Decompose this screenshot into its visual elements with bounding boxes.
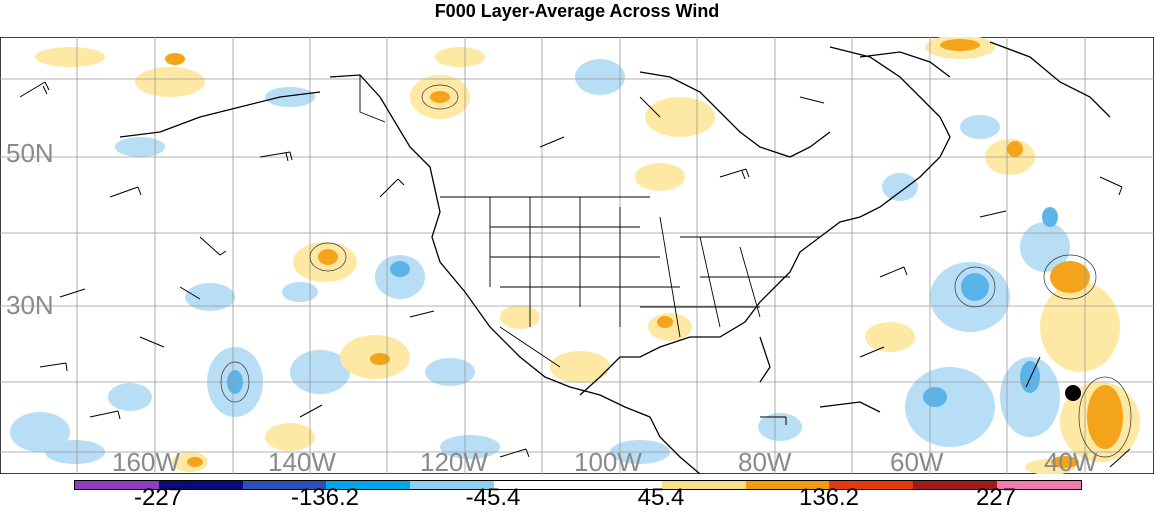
colorbar-segment [158, 481, 243, 489]
strong-negative-patches [227, 207, 1058, 407]
lon-label-60w: 60W [890, 447, 944, 477]
colorbar-label: -227 [133, 484, 183, 511]
graticule [0, 37, 1154, 474]
colorbar-segment [242, 481, 327, 489]
lon-label-120w: 120W [420, 447, 488, 477]
colorbar-segment [494, 481, 578, 489]
across-wind-map [0, 37, 1154, 474]
colorbar [74, 480, 1082, 490]
colorbar-segment [661, 481, 746, 489]
lon-label-40w: 40W [1044, 447, 1098, 477]
colorbar-labels: -227 -136.2 -45.4 45.4 136.2 227 [0, 485, 1154, 511]
colorbar-label: 45.4 [637, 484, 685, 511]
lat-label-50n: 50N [6, 138, 54, 168]
contour-lines [220, 84, 1132, 458]
colorbar-segment [829, 481, 914, 489]
wind-barbs [19, 81, 1131, 468]
lon-label-160w: 160W [112, 447, 180, 477]
lon-label-140w: 140W [268, 447, 336, 477]
colorbar-segment [75, 481, 159, 489]
colorbar-label: -136.2 [290, 484, 360, 511]
colorbar-segment [410, 481, 495, 489]
colorbar-label: 136.2 [798, 484, 860, 511]
lat-label-30n: 30N [6, 290, 54, 320]
colorbar-segment [913, 481, 998, 489]
colorbar-segment [577, 481, 662, 489]
political-borders [359, 75, 820, 368]
station-marker [1065, 385, 1081, 401]
map-title: F000 Layer-Average Across Wind [434, 1, 720, 21]
lon-label-100w: 100W [574, 447, 642, 477]
negative-field-patches [10, 59, 1070, 464]
colorbar-segment [997, 481, 1081, 489]
lon-label-80w: 80W [738, 447, 792, 477]
strong-positive-patches [165, 39, 1123, 468]
positive-field-patches [35, 37, 1140, 474]
colorbar-segment [745, 481, 830, 489]
colorbar-segment [326, 481, 411, 489]
colorbar-label: 227 [975, 484, 1017, 511]
colorbar-label: -45.4 [465, 484, 521, 511]
